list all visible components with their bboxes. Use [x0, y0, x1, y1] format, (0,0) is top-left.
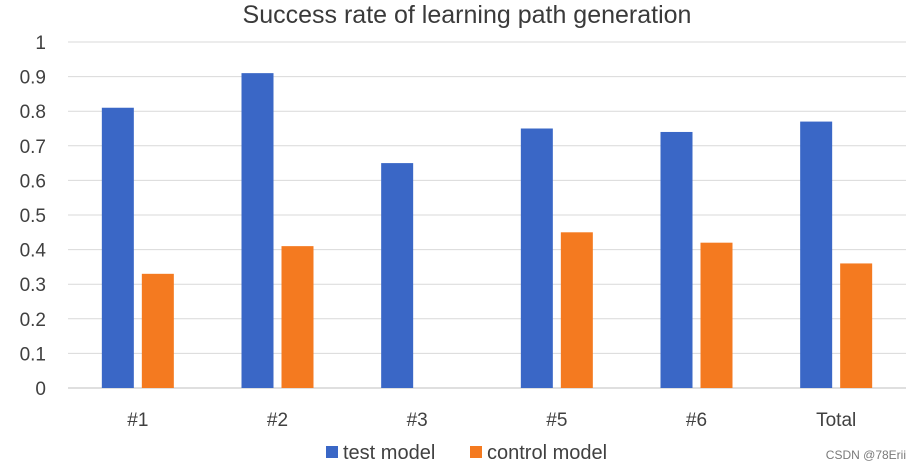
y-tick-label: 0.3 [20, 275, 46, 296]
bar-test-model-n5 [520, 128, 553, 388]
bar-test-model-n6 [660, 131, 693, 388]
bar-test-model-n3 [381, 163, 414, 388]
y-tick-label: 0.1 [20, 344, 46, 365]
y-tick-label: 0 [35, 379, 46, 400]
legend-swatch-control-model [470, 446, 482, 458]
legend-swatch-test-model [326, 446, 338, 458]
bar-control-model-n6 [700, 242, 733, 388]
y-tick-label: 0.7 [20, 137, 46, 158]
y-axis-ticks: 0 0.1 0.2 0.3 0.4 0.5 0.6 0.7 0.8 0.9 1 [20, 33, 47, 400]
x-tick-label: Total [816, 410, 856, 431]
bar-control-model-n1 [141, 273, 174, 388]
y-tick-label: 0.4 [20, 241, 47, 262]
x-tick-label: #1 [127, 410, 148, 431]
x-tick-label: #5 [546, 410, 567, 431]
x-tick-label: #2 [267, 410, 288, 431]
bar-control-model-total [840, 263, 873, 388]
y-tick-label: 0.6 [20, 171, 46, 192]
x-tick-label: #6 [686, 410, 707, 431]
legend-label-test-model: test model [343, 442, 435, 464]
bar-test-model-n1 [101, 107, 134, 389]
watermark: CSDN @78Erii [825, 448, 906, 462]
x-axis-ticks: #1 #2 #3 #5 #6 Total [127, 410, 856, 431]
y-tick-label: 0.2 [20, 310, 46, 331]
bar-control-model-n5 [560, 232, 593, 388]
bars [101, 73, 873, 389]
bar-test-model-n2 [241, 73, 274, 388]
x-tick-label: #3 [407, 410, 428, 431]
legend-label-control-model: control model [487, 442, 607, 464]
chart-title: Success rate of learning path generation [243, 1, 692, 29]
gridlines [68, 41, 906, 389]
bar-control-model-n2 [281, 246, 314, 388]
y-tick-label: 1 [35, 33, 46, 54]
bar-test-model-total [800, 121, 833, 388]
y-tick-label: 0.5 [20, 206, 46, 227]
legend: test model control model [326, 442, 607, 464]
y-tick-label: 0.9 [20, 68, 46, 89]
y-tick-label: 0.8 [20, 102, 46, 123]
